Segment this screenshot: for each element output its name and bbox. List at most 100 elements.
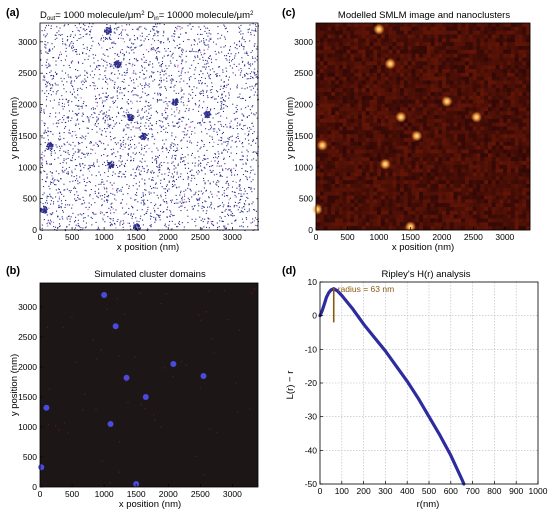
smlm-pixel	[323, 49, 328, 54]
smlm-pixel	[354, 122, 359, 127]
molecule-point	[52, 75, 54, 77]
molecule-point	[93, 57, 95, 59]
molecule-point	[174, 171, 176, 173]
molecule-point	[239, 202, 241, 204]
cluster-domain-point	[107, 421, 114, 427]
molecule-point	[76, 77, 78, 79]
smlm-pixel	[323, 214, 328, 219]
molecule-point	[163, 24, 165, 26]
molecule-point	[72, 148, 74, 150]
molecule-point	[55, 34, 57, 36]
molecule-point	[166, 201, 168, 203]
molecule-point	[104, 119, 106, 121]
molecule-point	[223, 158, 225, 160]
molecule-point	[177, 163, 179, 165]
molecule-point	[48, 185, 50, 187]
molecule-point	[43, 122, 45, 124]
molecule-point	[198, 110, 200, 112]
molecule-point	[82, 23, 84, 25]
smlm-pixel	[342, 38, 347, 43]
smlm-pixel	[316, 46, 321, 51]
smlm-pixel	[338, 38, 344, 43]
molecule-point	[111, 42, 113, 44]
molecule-point	[103, 161, 105, 163]
smlm-pixel	[316, 126, 321, 131]
smlm-pixel	[323, 153, 328, 158]
molecule-point	[67, 116, 69, 118]
cluster-molecule-point	[109, 31, 111, 33]
molecule-point	[51, 178, 53, 180]
smlm-pixel	[335, 134, 340, 139]
molecule-point	[103, 105, 105, 107]
molecule-point	[257, 77, 259, 79]
stray-molecule-point	[233, 206, 235, 208]
molecule-point	[186, 133, 188, 135]
molecule-point	[218, 66, 220, 68]
cluster-molecule-point	[109, 165, 111, 167]
molecule-point	[205, 66, 207, 68]
molecule-point	[204, 183, 206, 185]
molecule-point	[123, 54, 125, 56]
molecule-point	[134, 135, 136, 137]
cluster-molecule-point	[176, 98, 178, 101]
molecule-point	[45, 105, 47, 107]
molecule-point	[52, 133, 54, 135]
smlm-pixel	[335, 138, 340, 143]
molecule-point	[74, 96, 76, 98]
molecule-point	[205, 44, 207, 46]
smlm-pixel	[380, 49, 386, 54]
smlm-pixel	[338, 122, 344, 127]
molecule-point	[165, 73, 167, 75]
molecule-point	[123, 173, 125, 175]
smlm-pixel	[377, 92, 382, 97]
smlm-pixel	[338, 184, 344, 189]
molecule-point	[189, 141, 191, 143]
smlm-pixel	[327, 191, 332, 196]
molecule-point	[160, 64, 162, 66]
cluster-molecule-point	[133, 116, 135, 118]
cluster-molecule-point	[127, 118, 129, 120]
molecule-point	[151, 151, 153, 153]
smlm-pixel	[354, 180, 359, 185]
cluster-molecule-point	[171, 102, 173, 104]
panel-b-ytick-label: 3000	[18, 302, 37, 312]
molecule-point	[171, 78, 173, 80]
smlm-pixel	[338, 226, 344, 231]
molecule-point	[172, 52, 174, 54]
molecule-point	[119, 65, 121, 67]
molecule-point	[57, 200, 59, 202]
smlm-pixel	[365, 164, 370, 169]
molecule-point	[215, 153, 217, 155]
panel-a-xtick-label: 1000	[95, 232, 114, 242]
molecule-point	[81, 152, 83, 154]
molecule-point	[200, 219, 202, 221]
molecule-point	[158, 62, 160, 64]
molecule-point	[170, 55, 172, 57]
molecule-point	[84, 164, 86, 166]
cluster-molecule-point	[145, 134, 147, 137]
molecule-point	[205, 27, 207, 29]
smlm-pixel	[365, 61, 370, 66]
molecule-point	[180, 192, 182, 194]
cluster-domain-point	[123, 374, 130, 381]
smlm-pixel	[369, 118, 374, 123]
molecule-point	[44, 150, 46, 152]
smlm-pixel	[365, 26, 370, 31]
smlm-pixel	[335, 161, 340, 166]
stray-molecule-point	[147, 139, 149, 141]
molecule-point	[44, 142, 46, 144]
molecule-point	[220, 115, 222, 117]
smlm-pixel	[319, 176, 324, 181]
molecule-point	[188, 183, 190, 185]
smlm-pixel	[365, 122, 370, 127]
molecule-point	[175, 26, 177, 28]
molecule-point	[251, 50, 253, 52]
molecule-point	[153, 29, 155, 31]
molecule-point	[116, 87, 118, 89]
molecule-point	[154, 211, 156, 213]
molecule-point	[148, 64, 150, 66]
molecule-point	[83, 47, 85, 49]
smlm-pixel	[388, 42, 393, 47]
molecule-point	[82, 80, 84, 82]
smlm-pixel	[388, 34, 393, 39]
